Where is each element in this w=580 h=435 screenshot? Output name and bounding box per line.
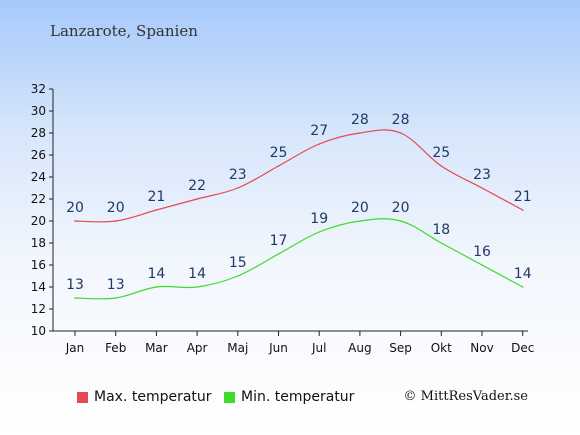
series-min-data-label: 17	[270, 233, 288, 249]
series-max-point	[359, 132, 361, 134]
x-tick-label: Mar	[145, 341, 168, 355]
series-max-point	[237, 187, 239, 189]
series-min-point	[521, 286, 524, 288]
x-tick-label: Okt	[431, 341, 452, 355]
y-tick-label: 24	[31, 170, 46, 184]
x-tick-label: Jan	[65, 341, 85, 355]
series-min-data-label: 20	[351, 200, 369, 216]
y-tick-label: 14	[31, 280, 46, 294]
series-min-data-label: 20	[392, 200, 410, 216]
series-max-line	[74, 129, 523, 223]
series-min-point	[399, 220, 402, 222]
chart-title: Lanzarote, Spanien	[50, 22, 198, 40]
x-tick-label: Feb	[105, 341, 126, 355]
series-max-data-label: 20	[107, 200, 125, 216]
series-max-point	[521, 209, 524, 211]
legend-max-swatch	[77, 391, 88, 403]
copyright-text: © MittResVader.se	[403, 389, 528, 404]
x-tick-label: Jun	[268, 341, 288, 355]
series-min-data-label: 14	[514, 266, 532, 282]
legend-min: Min. temperatur	[224, 389, 354, 405]
series-min-data-label: 18	[432, 222, 450, 238]
series-max-data-label: 28	[351, 112, 369, 128]
series-min-point	[237, 275, 239, 277]
series-max-data-label: 21	[514, 189, 532, 205]
series-min-line	[74, 218, 523, 300]
legend-min-swatch	[224, 391, 235, 403]
y-tick-label: 22	[31, 192, 46, 206]
series-min-point	[481, 264, 483, 266]
series-max-data-label: 23	[473, 167, 491, 183]
series-min-data-label: 19	[310, 211, 328, 227]
series-max-point	[155, 209, 158, 211]
series-max-point	[196, 198, 198, 200]
series-max-data-label: 20	[66, 200, 84, 216]
series-min-point	[359, 220, 361, 222]
series-max-data-label: 23	[229, 167, 247, 183]
series-min-point	[440, 242, 443, 244]
x-tick-label: Maj	[227, 341, 248, 355]
y-tick-label: 26	[31, 148, 46, 162]
legend-max-label: Max. temperatur	[94, 389, 212, 405]
x-tick-label: Apr	[187, 341, 208, 355]
series-min-point	[196, 286, 198, 288]
series-max-point	[440, 165, 443, 167]
x-tick-label: Sep	[389, 341, 412, 355]
series-max-data-label: 21	[147, 189, 165, 205]
series-max-point	[114, 220, 117, 222]
legend-min-label: Min. temperatur	[241, 389, 355, 405]
series-min-point	[114, 297, 117, 299]
series-min-point	[318, 231, 321, 233]
x-tick-label: Dec	[511, 341, 534, 355]
y-tick-label: 20	[31, 214, 46, 228]
series-max-point	[318, 143, 321, 145]
y-tick-label: 18	[31, 236, 46, 250]
series-max-point	[74, 220, 76, 222]
series-min-data-label: 13	[66, 277, 84, 293]
y-tick-label: 16	[31, 258, 46, 272]
series-max-point	[481, 187, 483, 189]
y-tick-label: 10	[31, 324, 46, 338]
series-max-data-label: 28	[392, 112, 410, 128]
x-tick-label: Jul	[311, 341, 326, 355]
series-min-point	[74, 297, 76, 299]
series-max-point	[277, 165, 280, 167]
y-tick-label: 30	[31, 104, 46, 118]
y-tick-label: 28	[31, 126, 46, 140]
series-min-data-label: 14	[147, 266, 165, 282]
legend-max: Max. temperatur	[77, 389, 212, 405]
x-tick-label: Nov	[470, 341, 493, 355]
series-max-data-label: 22	[188, 178, 206, 194]
series-max-data-label: 25	[270, 145, 288, 161]
y-tick-label: 12	[31, 302, 46, 316]
series-min-data-label: 15	[229, 255, 247, 271]
series-max-data-label: 27	[310, 123, 328, 139]
series-min-data-label: 14	[188, 266, 206, 282]
series-min-point	[277, 253, 280, 255]
y-tick-label: 32	[31, 82, 46, 96]
series-min-data-label: 13	[107, 277, 125, 293]
series-max-data-label: 25	[432, 145, 450, 161]
series-min-data-label: 16	[473, 244, 491, 260]
series-max-point	[399, 132, 402, 134]
series-min-point	[155, 286, 158, 288]
x-tick-label: Aug	[348, 341, 371, 355]
